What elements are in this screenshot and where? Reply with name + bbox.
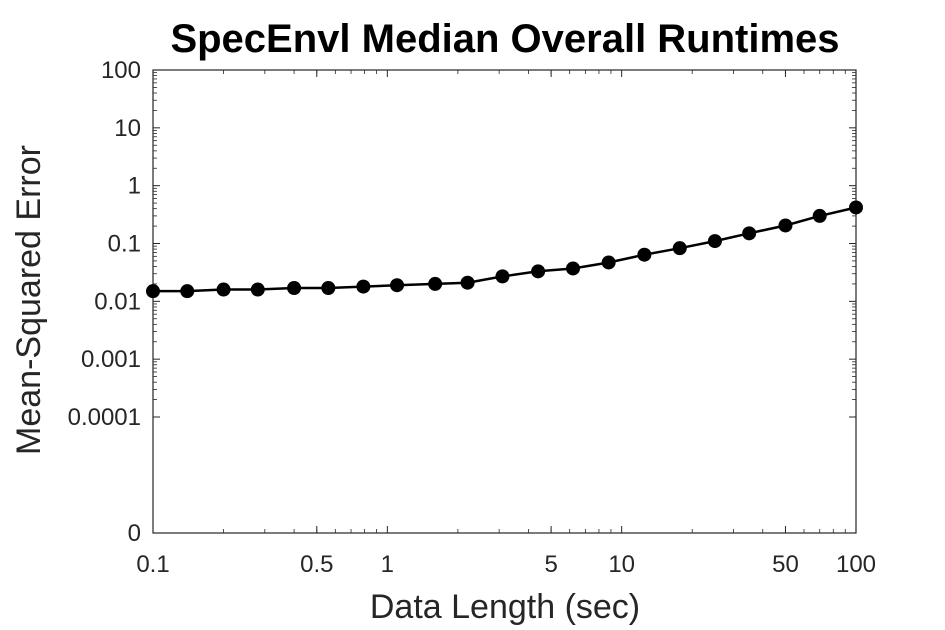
data-point	[250, 282, 265, 297]
data-point	[566, 261, 581, 276]
data-point	[321, 281, 336, 296]
y-tick-label: 0.01	[94, 288, 141, 315]
x-tick-label: 0.5	[300, 551, 333, 578]
data-point	[287, 281, 302, 296]
data-point	[778, 218, 793, 233]
chart-title: SpecEnvl Median Overall Runtimes	[170, 17, 839, 61]
data-point	[601, 255, 616, 270]
y-tick-label: 0.1	[108, 231, 141, 258]
y-tick-label: 0	[128, 520, 141, 547]
series-layer	[146, 200, 863, 299]
data-point	[812, 208, 827, 223]
y-tick-label: 1	[128, 173, 141, 200]
x-axis-label: Data Length (sec)	[370, 588, 640, 626]
data-point	[637, 247, 652, 262]
y-axis-ticks: 0 0.0001 0.001 0.01 0.1 1 10 100	[68, 57, 856, 547]
y-tick-label: 0.0001	[68, 404, 141, 431]
x-tick-label: 10	[608, 551, 635, 578]
x-tick-label: 5	[544, 551, 557, 578]
x-tick-label: 50	[772, 551, 799, 578]
plot-area	[152, 69, 857, 534]
minor-ticks	[153, 70, 856, 533]
data-point	[390, 278, 405, 293]
data-point	[707, 234, 722, 249]
y-axis-label: Mean-Squared Error	[10, 145, 48, 455]
x-axis-ticks: 0.1 0.5 1 5 10 50 100	[136, 70, 876, 578]
y-tick-label: 100	[101, 57, 141, 84]
data-point	[356, 279, 371, 294]
x-tick-label: 100	[836, 551, 876, 578]
data-point	[460, 275, 475, 290]
y-tick-label: 0.001	[81, 346, 141, 373]
data-point	[180, 284, 195, 299]
data-point	[495, 269, 510, 284]
data-point	[428, 276, 443, 291]
y-tick-label: 10	[114, 115, 141, 142]
data-point	[146, 284, 160, 299]
data-point	[742, 226, 757, 241]
x-tick-label: 0.1	[136, 551, 169, 578]
data-point	[216, 282, 231, 297]
data-point	[849, 200, 863, 215]
data-point	[672, 241, 687, 256]
x-tick-label: 1	[381, 551, 394, 578]
data-point	[531, 264, 546, 279]
